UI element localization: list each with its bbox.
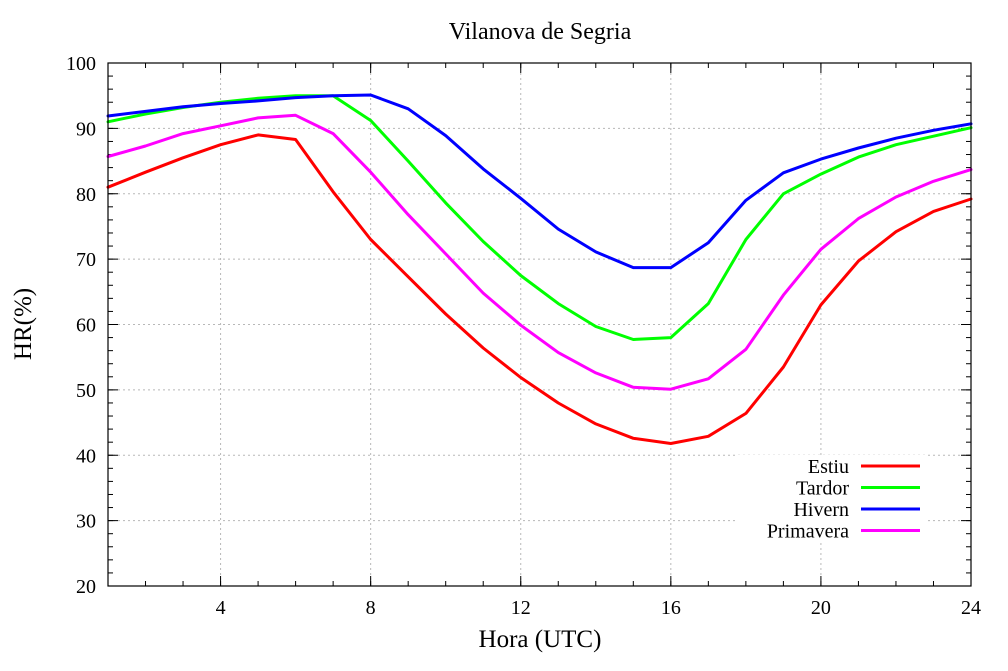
x-tick-label: 8 xyxy=(366,597,376,619)
y-tick-label: 50 xyxy=(76,380,96,402)
legend-label-hivern: Hivern xyxy=(793,499,849,521)
chart-title: Vilanova de Segria xyxy=(449,19,632,45)
y-tick-label: 90 xyxy=(76,118,96,140)
axis-tick-labels: 4 8 12 16 20 24 20 30 40 50 60 70 80 90 100 xyxy=(66,53,981,619)
legend-bg xyxy=(736,455,926,477)
y-tick-label: 60 xyxy=(76,315,96,337)
y-tick-label: 30 xyxy=(76,511,96,533)
series-line-primavera xyxy=(106,113,973,391)
x-tick-label: 16 xyxy=(661,597,681,619)
series-line-estiu xyxy=(106,133,973,445)
x-axis-label: Hora (UTC) xyxy=(479,626,602,653)
legend-bg xyxy=(736,476,926,499)
series-line-hivern xyxy=(106,93,973,270)
y-tick-label: 80 xyxy=(76,184,96,206)
y-axis-label: HR(%) xyxy=(10,288,37,360)
series-line-tardor xyxy=(106,94,973,341)
x-tick-label: 20 xyxy=(811,597,831,619)
plot-frame xyxy=(107,62,972,587)
legend-bg xyxy=(736,498,926,520)
x-tick-label: 24 xyxy=(961,597,981,619)
series-lines xyxy=(106,93,973,445)
x-tick-label: 12 xyxy=(511,597,531,619)
y-tick-label: 20 xyxy=(76,576,96,598)
y-tick-label: 100 xyxy=(66,53,96,75)
y-tick-label: 70 xyxy=(76,249,96,271)
legend-bg xyxy=(736,519,926,542)
y-tick-label: 40 xyxy=(76,445,96,467)
x-tick-label: 4 xyxy=(216,597,226,619)
legend-label-estiu: Estiu xyxy=(808,456,849,478)
legend-label-primavera: Primavera xyxy=(767,521,849,543)
legend-label-tardor: Tardor xyxy=(796,478,849,500)
